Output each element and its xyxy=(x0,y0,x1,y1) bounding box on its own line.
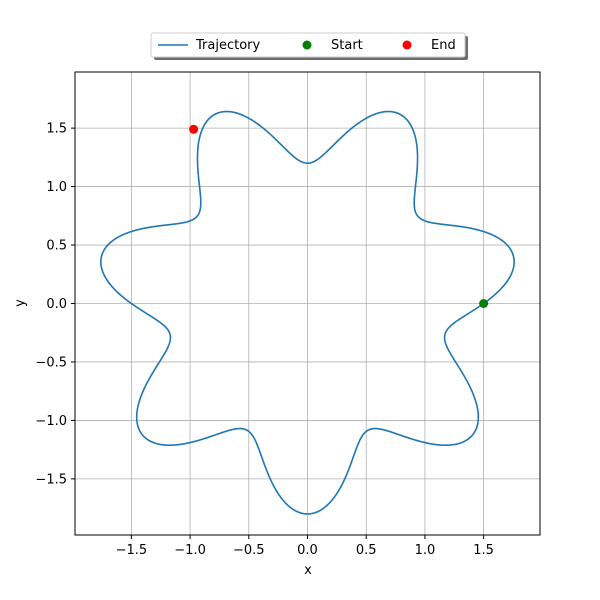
legend-start-marker xyxy=(302,40,312,50)
x-tick-label: −1.5 xyxy=(116,543,148,558)
x-tick-label: 1.5 xyxy=(473,543,494,558)
y-tick-label: −0.5 xyxy=(35,355,67,370)
x-axis-label: x xyxy=(304,563,312,578)
x-tick-label: 1.0 xyxy=(415,543,436,558)
legend: Trajectory Start End xyxy=(150,32,468,60)
y-axis-label: y xyxy=(13,299,28,307)
x-tick-label: −1.0 xyxy=(174,543,206,558)
grid xyxy=(75,72,540,535)
end-marker xyxy=(189,124,199,134)
y-tick-label: 1.0 xyxy=(46,180,67,195)
x-tick-label: −0.5 xyxy=(233,543,265,558)
start-marker xyxy=(479,299,489,308)
y-tick-label: 1.5 xyxy=(46,122,67,137)
legend-end-label: End xyxy=(431,38,456,53)
x-tick-label: 0.5 xyxy=(356,543,377,558)
legend-end-marker xyxy=(402,40,412,50)
legend-trajectory-label: Trajectory xyxy=(195,38,260,53)
plot-area xyxy=(100,110,515,515)
y-tick-label: −1.5 xyxy=(35,472,67,487)
trajectory-line xyxy=(100,110,515,515)
legend-start-label: Start xyxy=(331,38,363,53)
y-tick-label: 0.5 xyxy=(46,239,67,254)
ticks: −1.5 −1.0 −0.5 0.0 0.5 1.0 1.5 −1.5 −1.0 −0.5 0.0 0… xyxy=(35,122,494,558)
x-tick-label: 0.0 xyxy=(297,543,318,558)
y-tick-label: 0.0 xyxy=(46,297,67,312)
y-tick-label: −1.0 xyxy=(35,414,67,429)
